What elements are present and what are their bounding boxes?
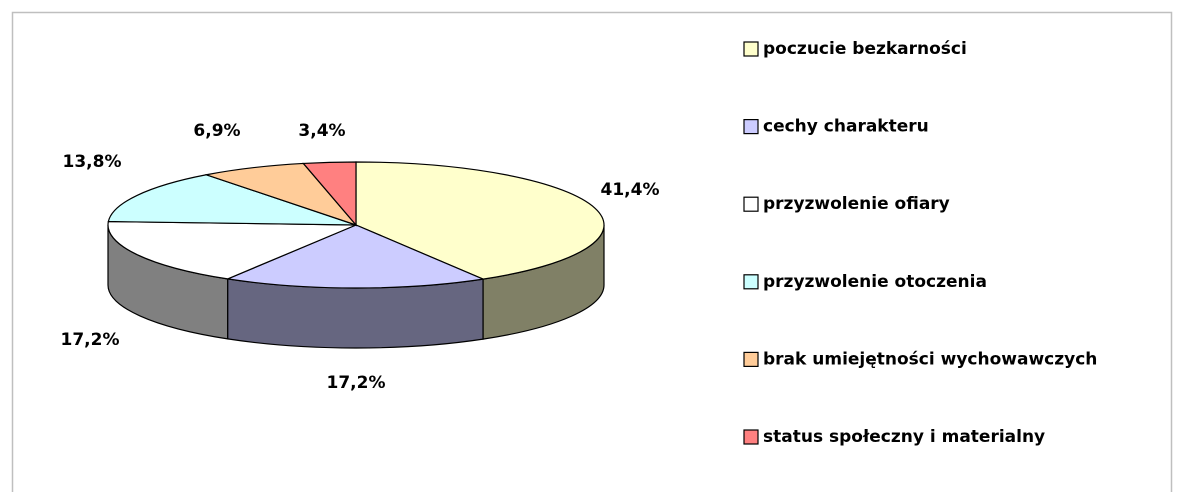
legend-label: brak umiejętności wychowawczych <box>763 349 1097 369</box>
data-label: 41,4% <box>601 180 660 200</box>
legend-label: cechy charakteru <box>763 117 929 137</box>
legend-label: poczucie bezkarności <box>763 39 967 59</box>
legend-swatch <box>743 41 759 57</box>
legend-swatch <box>743 118 759 135</box>
legend-swatch <box>743 351 759 367</box>
legend-swatch <box>743 274 759 290</box>
data-label: 17,2% <box>61 330 120 350</box>
data-label: 13,8% <box>63 152 122 172</box>
pie-slice <box>225 224 486 289</box>
legend-swatch <box>743 429 759 445</box>
legend-label: status społeczny i materialny <box>763 427 1045 447</box>
pie-side <box>227 278 484 349</box>
pie-slice <box>107 174 357 226</box>
pie-slice <box>355 161 605 280</box>
legend-label: przyzwolenie otoczenia <box>763 272 987 292</box>
pie-slice <box>107 220 357 280</box>
legend-swatch <box>743 196 759 212</box>
pie-slice <box>302 161 357 227</box>
data-label: 17,2% <box>327 373 386 393</box>
data-label: 3,4% <box>298 121 345 141</box>
pie-slice <box>203 162 358 227</box>
legend-label: przyzwolenie ofiary <box>763 194 950 214</box>
data-label: 6,9% <box>193 121 240 141</box>
